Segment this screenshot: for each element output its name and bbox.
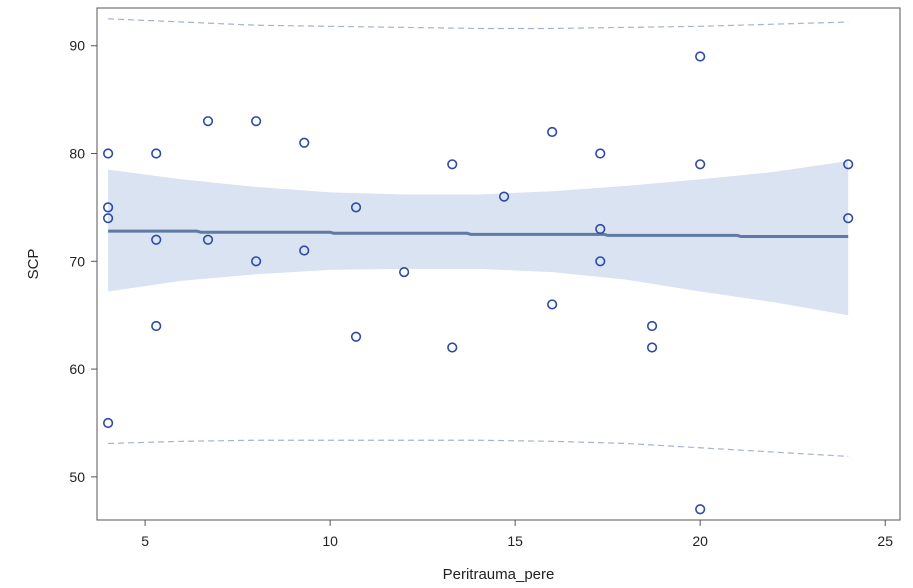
data-point: [151, 148, 162, 159]
confidence-band: [108, 161, 849, 316]
data-point: [843, 159, 854, 170]
data-points-layer: [103, 51, 854, 515]
data-point: [447, 342, 458, 353]
data-point: [595, 148, 606, 159]
data-point: [299, 245, 310, 256]
x-tick-label: 10: [322, 533, 338, 549]
data-point: [447, 159, 458, 170]
y-tick-label: 80: [69, 146, 85, 162]
data-point: [498, 191, 510, 202]
data-point: [202, 116, 214, 127]
y-tick-label: 50: [69, 469, 85, 485]
x-tick-label: 20: [692, 533, 708, 549]
prediction-lower-limit: [108, 439, 849, 458]
data-point: [103, 202, 114, 213]
data-point: [646, 320, 658, 332]
data-point: [202, 234, 214, 245]
data-point: [251, 256, 262, 267]
fit-line-layer: [108, 229, 849, 239]
data-point: [251, 116, 262, 127]
data-point: [547, 299, 558, 310]
data-point: [595, 223, 606, 235]
data-point: [103, 148, 114, 159]
x-tick-label: 15: [507, 533, 523, 549]
y-axis-ticks: 50 60 70 80 90: [69, 38, 97, 485]
x-tick-label: 25: [877, 533, 893, 549]
regression-fit-line: [108, 229, 849, 239]
x-axis-ticks: 5 10 15 20 25: [141, 520, 893, 549]
y-tick-label: 90: [69, 38, 85, 54]
data-point: [843, 213, 854, 224]
data-point: [151, 234, 162, 245]
data-point: [695, 159, 706, 170]
data-point: [103, 417, 114, 429]
data-point: [350, 202, 362, 213]
x-tick-label: 5: [141, 533, 149, 549]
y-tick-label: 70: [69, 253, 85, 269]
data-point: [695, 504, 706, 515]
confidence-band-layer: [108, 161, 849, 316]
y-axis-label: SCP: [25, 249, 42, 280]
data-point: [151, 320, 162, 332]
x-axis-label: Peritrauma_pere: [443, 566, 555, 583]
data-point: [103, 213, 114, 224]
data-point: [695, 51, 706, 62]
data-point: [646, 342, 658, 353]
data-point: [399, 266, 410, 278]
prediction-upper-limit: [108, 18, 849, 30]
data-point: [595, 256, 606, 267]
data-point: [350, 331, 362, 342]
y-tick-label: 60: [69, 361, 85, 377]
data-point: [547, 126, 558, 138]
plot-frame: [96, 7, 901, 521]
data-point: [299, 137, 310, 148]
prediction-limits-layer: [108, 18, 849, 458]
